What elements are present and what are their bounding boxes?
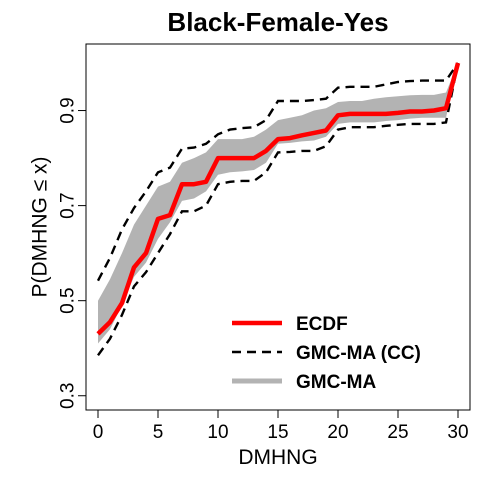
gmc-ma-cc-upper-line xyxy=(96,62,459,282)
y-tick-label: 0.3 xyxy=(58,383,79,409)
legend-ecdf-label: ECDF xyxy=(296,314,348,335)
y-axis: 0.3 0.5 0.7 0.9 xyxy=(58,97,87,409)
x-tick-label: 25 xyxy=(387,422,408,443)
x-tick-label: 20 xyxy=(327,422,348,443)
x-tick-label: 10 xyxy=(207,422,228,443)
chart-title: Black-Female-Yes xyxy=(167,7,388,37)
x-tick-label: 15 xyxy=(267,422,288,443)
x-tick-label: 5 xyxy=(153,422,164,443)
x-axis: 0 5 10 15 20 25 30 xyxy=(93,409,469,443)
y-tick-label: 0.5 xyxy=(58,287,79,313)
y-tick-label: 0.7 xyxy=(58,192,79,218)
legend-gmc-ma-label: GMC-MA xyxy=(296,372,376,393)
y-tick-label: 0.9 xyxy=(58,97,79,123)
gmc-ma-band xyxy=(98,63,458,344)
legend-gmc-ma-cc-label: GMC-MA (CC) xyxy=(296,343,421,364)
y-axis-label: P(DMHNG ≤ x) xyxy=(29,156,52,297)
x-tick-label: 30 xyxy=(447,422,468,443)
legend-gmc-ma: GMC-MA xyxy=(232,372,376,393)
legend-gmc-ma-cc: GMC-MA (CC) xyxy=(232,343,421,364)
gmc-ma-cc-bounds-layer xyxy=(96,62,460,357)
x-axis-label: DMHNG xyxy=(238,446,317,469)
ecdf-line xyxy=(96,62,461,336)
legend: ECDF GMC-MA (CC) GMC-MA xyxy=(232,314,421,393)
legend-ecdf: ECDF xyxy=(232,314,348,335)
ecdf-layer xyxy=(96,62,461,336)
x-tick-label: 0 xyxy=(93,422,104,443)
gmc-ma-band-layer xyxy=(98,63,458,344)
gmc-ma-cc-lower-line xyxy=(97,62,460,357)
